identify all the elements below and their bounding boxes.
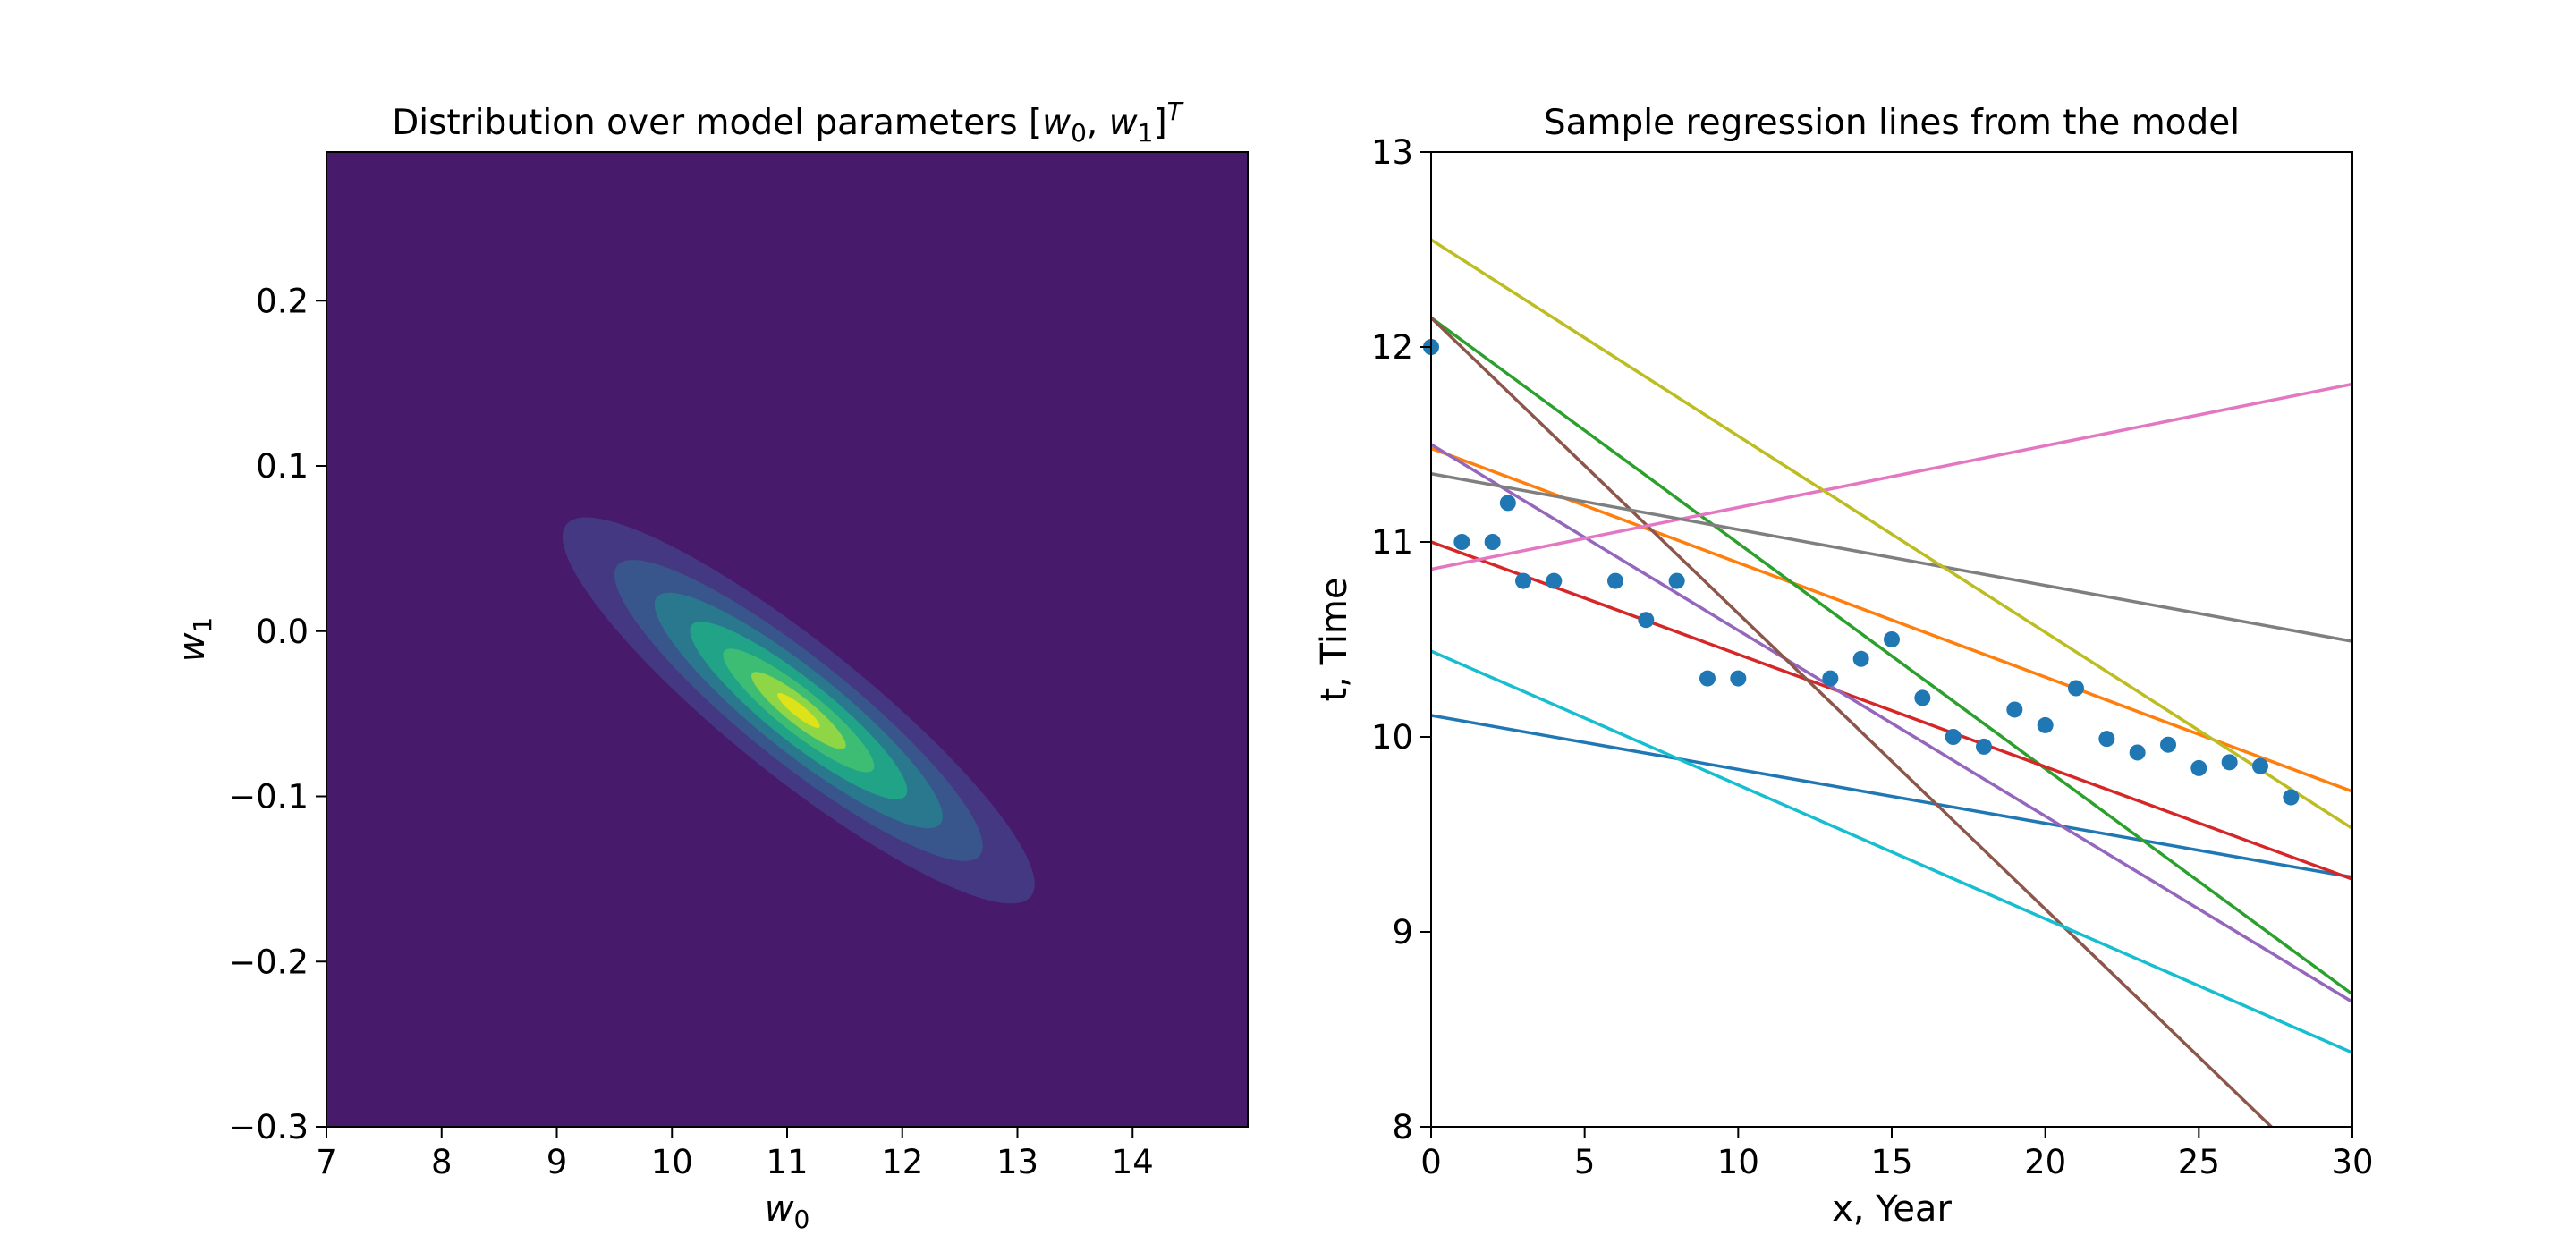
data-point — [2252, 757, 2268, 774]
contour-panel: 7 8 9 10 11 12 13 14−0.3−0.2−0.10.00.10.2 Distr… — [172, 97, 1249, 1234]
contour-xtick-label: 11 — [766, 1143, 808, 1181]
contour-xtick-label: 12 — [881, 1143, 923, 1181]
contour-ytick-label: −0.3 — [228, 1108, 309, 1146]
data-point — [2098, 731, 2115, 748]
regression-line-9 — [1431, 238, 2352, 830]
contour-xtick-label: 7 — [316, 1143, 337, 1181]
regression-xtick-label: 15 — [1870, 1143, 1912, 1181]
regression-xtick-label: 20 — [2024, 1143, 2066, 1181]
data-point — [2221, 754, 2238, 771]
regression-line-1 — [1431, 714, 2352, 879]
contour-ytick-label: 0.1 — [256, 447, 309, 486]
data-point — [1822, 670, 1839, 687]
regression-ytick-label: 9 — [1392, 913, 1413, 952]
data-point — [1607, 572, 1623, 589]
contour-title: Distribution over model parameters [w0, … — [392, 97, 1183, 148]
contour-xlabel: w0 — [765, 1189, 810, 1234]
contour-title-close: ] — [1153, 103, 1166, 143]
data-point — [1499, 495, 1516, 512]
contour-ytick-label: 0.0 — [256, 613, 309, 651]
regression-ytick-label: 12 — [1371, 328, 1413, 367]
contour-ytick-label: −0.2 — [228, 943, 309, 981]
data-point — [2037, 716, 2054, 733]
regression-line-6 — [1431, 317, 2274, 1127]
contour-ytick-label: −0.1 — [228, 778, 309, 816]
data-point — [1546, 572, 1563, 589]
contour-xlabel-sub: 0 — [793, 1205, 809, 1234]
regression-xlabel: x, Year — [1832, 1189, 1952, 1230]
regression-lines — [1431, 238, 2352, 1127]
contour-xtick-label: 13 — [996, 1143, 1038, 1181]
regression-xtick-label: 0 — [1420, 1143, 1442, 1181]
contour-title-w0: w — [1042, 103, 1071, 143]
data-point — [1515, 572, 1531, 589]
contour-title-sup: T — [1167, 97, 1184, 126]
contour-ticks: 7 8 9 10 11 12 13 14 −0.3 −0.2 −0.1 0.0 0.1 0.2 — [228, 282, 1154, 1181]
data-point — [1453, 534, 1470, 550]
data-point — [1730, 670, 1747, 687]
contour-title-sub1: 1 — [1138, 118, 1154, 148]
data-point — [1976, 738, 1992, 755]
contour-title-prefix: Distribution over model parameters [ — [392, 103, 1042, 143]
contour-title-w1: w — [1109, 103, 1138, 143]
data-point — [1945, 729, 1962, 745]
data-point — [1699, 670, 1716, 687]
data-point — [2160, 736, 2176, 753]
regression-line-8 — [1431, 471, 2352, 643]
contour-ylabel-sub: 1 — [188, 617, 217, 633]
data-point — [1884, 631, 1900, 647]
data-point — [1668, 572, 1685, 589]
contour-xlabel-w: w — [765, 1189, 794, 1230]
regression-line-2 — [1431, 446, 2352, 793]
contour-xtick-label: 10 — [651, 1143, 693, 1181]
regression-panel: 0 5 10 15 20 25 30 8 9 10 11 12 13 Sample regression… — [1314, 103, 2374, 1230]
data-point — [2283, 789, 2300, 806]
contour-title-sub0: 0 — [1071, 118, 1087, 148]
contour-ylabel-w: w — [172, 632, 213, 662]
data-point — [1638, 612, 1655, 629]
regression-ytick-label: 8 — [1392, 1108, 1413, 1146]
contour-levels — [562, 517, 1035, 904]
data-point — [2190, 759, 2207, 776]
regression-line-3 — [1431, 316, 2352, 996]
regression-line-7 — [1431, 382, 2352, 571]
contour-xtick-label: 9 — [547, 1143, 568, 1181]
contour-ylabel: w1 — [172, 617, 217, 663]
regression-title: Sample regression lines from the model — [1544, 103, 2240, 143]
regression-ytick-label: 11 — [1371, 523, 1413, 562]
contour-level-7 — [777, 693, 820, 728]
regression-xtick-label: 25 — [2178, 1143, 2220, 1181]
contour-title-sep: , — [1087, 103, 1109, 143]
regression-line-4 — [1431, 540, 2352, 881]
contour-xtick-label: 14 — [1112, 1143, 1154, 1181]
regression-xtick-label: 5 — [1574, 1143, 1596, 1181]
data-point — [1914, 689, 1931, 706]
regression-ytick-label: 13 — [1371, 133, 1413, 172]
regression-xtick-label: 10 — [1717, 1143, 1759, 1181]
regression-ytick-label: 10 — [1371, 718, 1413, 757]
regression-ticks: 0 5 10 15 20 25 30 8 9 10 11 12 13 — [1371, 133, 2374, 1181]
contour-ytick-label: 0.2 — [256, 282, 309, 320]
regression-line-10 — [1431, 649, 2352, 1054]
data-point — [1852, 650, 1869, 667]
regression-xtick-label: 30 — [2331, 1143, 2373, 1181]
regression-ylabel: t, Time — [1314, 577, 1355, 701]
data-point — [2068, 680, 2084, 697]
data-point — [1484, 534, 1501, 550]
data-point — [2006, 701, 2023, 718]
contour-xtick-label: 8 — [431, 1143, 453, 1181]
data-point — [2129, 744, 2146, 761]
data-points — [1423, 339, 2300, 806]
